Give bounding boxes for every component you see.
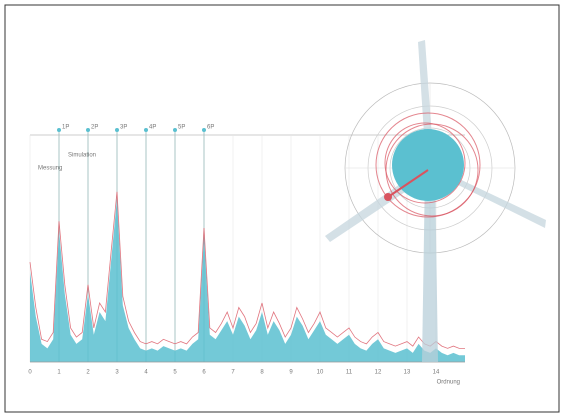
harmonic-label: 2P	[91, 125, 98, 131]
harmonic-dot	[173, 128, 177, 132]
polar-trace	[375, 112, 481, 218]
x-tick-label: 14	[433, 370, 440, 376]
x-tick-label: 3	[115, 370, 119, 376]
harmonic-label: 3P	[120, 125, 127, 131]
x-tick-label: 9	[289, 370, 293, 376]
x-tick-label: 0	[28, 370, 32, 376]
polar-point	[384, 193, 392, 201]
polar-data	[375, 112, 481, 218]
harmonic-label: 5P	[178, 125, 185, 131]
polar-vector	[387, 169, 429, 198]
polar-trace	[384, 122, 466, 204]
polar-blob	[392, 129, 464, 201]
x-axis-label: Ordnung	[437, 380, 460, 386]
x-tick-label: 4	[144, 370, 148, 376]
x-tick-label: 13	[404, 370, 411, 376]
x-tick-label: 10	[317, 370, 324, 376]
harmonic-dot	[57, 128, 61, 132]
harmonic-dot	[144, 128, 148, 132]
x-tick-label: 7	[231, 370, 235, 376]
x-tick-label: 12	[375, 370, 382, 376]
harmonic-label: 1P	[62, 125, 69, 131]
legend-label: Simulation	[68, 153, 96, 159]
harmonic-label: 4P	[149, 125, 156, 131]
spectrum-line	[29, 191, 465, 349]
x-tick-label: 1	[57, 370, 61, 376]
x-tick-label: 8	[260, 370, 264, 376]
tower	[422, 170, 438, 362]
harmonic-dot	[115, 128, 119, 132]
x-tick-label: 5	[173, 370, 177, 376]
x-tick-label: 6	[202, 370, 206, 376]
harmonic-dot	[86, 128, 90, 132]
x-tick-label: 11	[346, 370, 353, 376]
harmonic-dot	[202, 128, 206, 132]
legend-label: Messung	[38, 166, 62, 172]
x-tick-label: 2	[86, 370, 90, 376]
harmonic-label: 6P	[207, 125, 214, 131]
spectrum-area	[30, 198, 465, 362]
